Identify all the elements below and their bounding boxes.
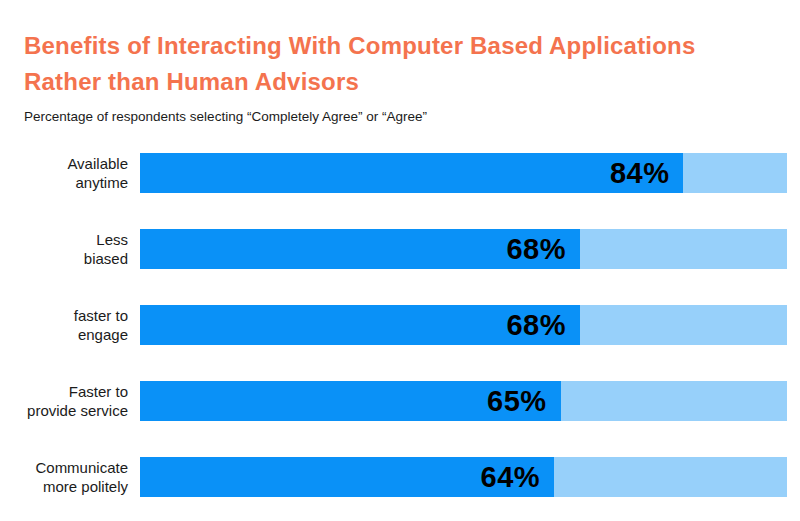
chart-header: Benefits of Interacting With Computer Ba… [0, 0, 800, 125]
bar-row: Available anytime 84% [24, 153, 787, 193]
bar-label-line-2: anytime [24, 173, 128, 192]
chart-title: Benefits of Interacting With Computer Ba… [24, 28, 776, 100]
bar-label-line-1: Communicate [24, 458, 128, 477]
bar-label: Faster to provide service [24, 382, 140, 420]
bar-label-line-2: biased [24, 249, 128, 268]
chart-subtitle: Percentage of respondents selecting “Com… [24, 108, 776, 125]
bar-row: faster to engage 68% [24, 305, 787, 345]
bar-label-line-1: Available [24, 154, 128, 173]
bar-fill: 64% [140, 457, 554, 497]
bar-label-line-1: Faster to [24, 382, 128, 401]
bar-label-line-2: more politely [24, 477, 128, 496]
bar-track: 68% [140, 229, 787, 269]
bar-fill: 65% [140, 381, 561, 421]
bar-row: Less biased 68% [24, 229, 787, 269]
bar-row: Communicate more politely 64% [24, 457, 787, 497]
bar-value-label: 68% [506, 233, 580, 266]
bar-label-line-2: engage [24, 325, 128, 344]
bar-label: Available anytime [24, 154, 140, 192]
bar-fill: 84% [140, 153, 683, 193]
bar-value-label: 65% [487, 385, 561, 418]
bar-label-line-2: provide service [24, 401, 128, 420]
bar-label-line-1: faster to [24, 306, 128, 325]
bar-track: 84% [140, 153, 787, 193]
bar-value-label: 64% [481, 461, 555, 494]
bar-label: faster to engage [24, 306, 140, 344]
bar-track: 68% [140, 305, 787, 345]
chart-title-line-1: Benefits of Interacting With Computer Ba… [24, 28, 776, 64]
bar-track: 64% [140, 457, 787, 497]
chart-title-line-2: Rather than Human Advisors [24, 64, 776, 100]
bar-fill: 68% [140, 229, 580, 269]
bar-label: Less biased [24, 230, 140, 268]
bar-label-line-1: Less [24, 230, 128, 249]
bar-fill: 68% [140, 305, 580, 345]
infographic-page: Benefits of Interacting With Computer Ba… [0, 0, 800, 521]
bar-row: Faster to provide service 65% [24, 381, 787, 421]
bar-value-label: 84% [610, 157, 684, 190]
bar-track: 65% [140, 381, 787, 421]
bar-label: Communicate more politely [24, 458, 140, 496]
bar-value-label: 68% [506, 309, 580, 342]
bar-chart: Available anytime 84% Less biased 68% [0, 153, 800, 497]
